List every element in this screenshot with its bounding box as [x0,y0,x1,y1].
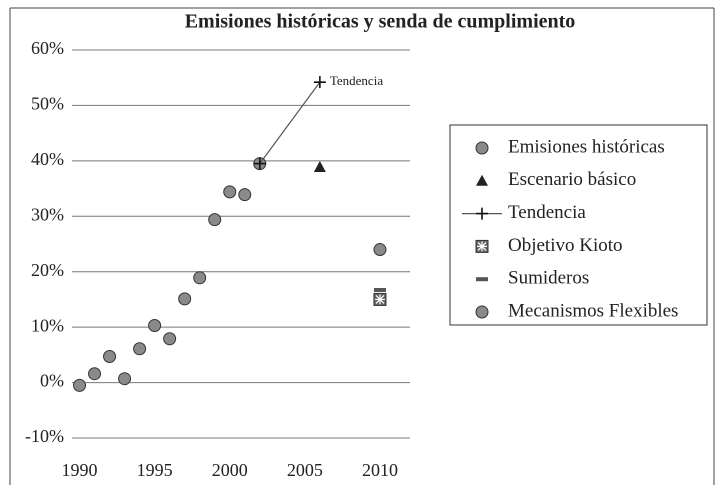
marker [373,292,387,306]
marker [475,141,489,155]
trend-line [259,81,321,164]
marker [373,243,387,257]
x-tick-label: 1995 [137,460,173,480]
marker-dash [373,288,386,293]
legend-label: Objetivo Kioto [508,235,623,256]
marker-circle [193,271,207,285]
marker-x [477,241,487,252]
marker [73,378,87,392]
marker [103,350,117,364]
y-tick-label: 30% [31,204,64,224]
marker [88,367,102,381]
marker [178,292,192,306]
marker [476,174,488,186]
marker-plus [476,207,488,220]
marker-circle [88,367,102,381]
marker-plus [313,76,326,89]
marker [223,185,237,199]
legend-box [449,124,708,326]
marker [253,157,266,170]
y-tick-label: 60% [31,38,64,58]
marker [118,372,132,386]
y-tick-label: -10% [25,426,64,446]
marker-circle [475,141,489,155]
marker-circle [73,378,87,392]
marker-circle [118,372,132,386]
y-tick-label: 0% [40,371,64,391]
marker-x [374,294,385,305]
legend-label: Mecanismos Flexibles [508,300,678,321]
x-tick-label: 2005 [287,460,323,480]
x-tick-label: 2010 [362,460,398,480]
x-tick-label: 2000 [212,460,248,480]
marker [133,342,147,356]
marker-dash [476,277,488,282]
chart-title: Emisiones históricas y senda de cumplimi… [185,11,576,33]
x-tick-label: 1990 [62,460,98,480]
marker [475,239,489,253]
marker [373,288,386,293]
marker [148,318,162,332]
marker-circle [148,318,162,332]
y-tick-label: 10% [31,315,64,335]
marker-circle [373,243,387,257]
marker-plus [253,157,266,170]
marker-circle [103,350,117,364]
marker [193,271,207,285]
y-tick-label: 50% [31,94,64,114]
marker [208,213,222,227]
marker [313,160,326,172]
marker-circle [178,292,192,306]
marker-circle [475,305,489,319]
annotation: Tendencia [330,73,383,88]
marker [238,188,252,202]
marker-triangle [313,160,326,172]
marker-triangle [476,174,488,186]
legend-label: Sumideros [508,268,589,289]
marker-circle [163,332,177,346]
legend-label: Emisiones históricas [508,136,665,157]
legend-label: Tendencia [508,202,586,223]
marker-circle [133,342,147,356]
y-tick-label: 20% [31,260,64,280]
marker-circle [208,213,222,227]
marker [313,76,326,89]
marker-circle [223,185,237,199]
marker [476,277,488,282]
marker-circle [238,188,252,202]
y-tick-label: 40% [31,149,64,169]
legend-label: Escenario básico [508,169,636,190]
marker [163,332,177,346]
marker [476,207,488,220]
marker [475,305,489,319]
